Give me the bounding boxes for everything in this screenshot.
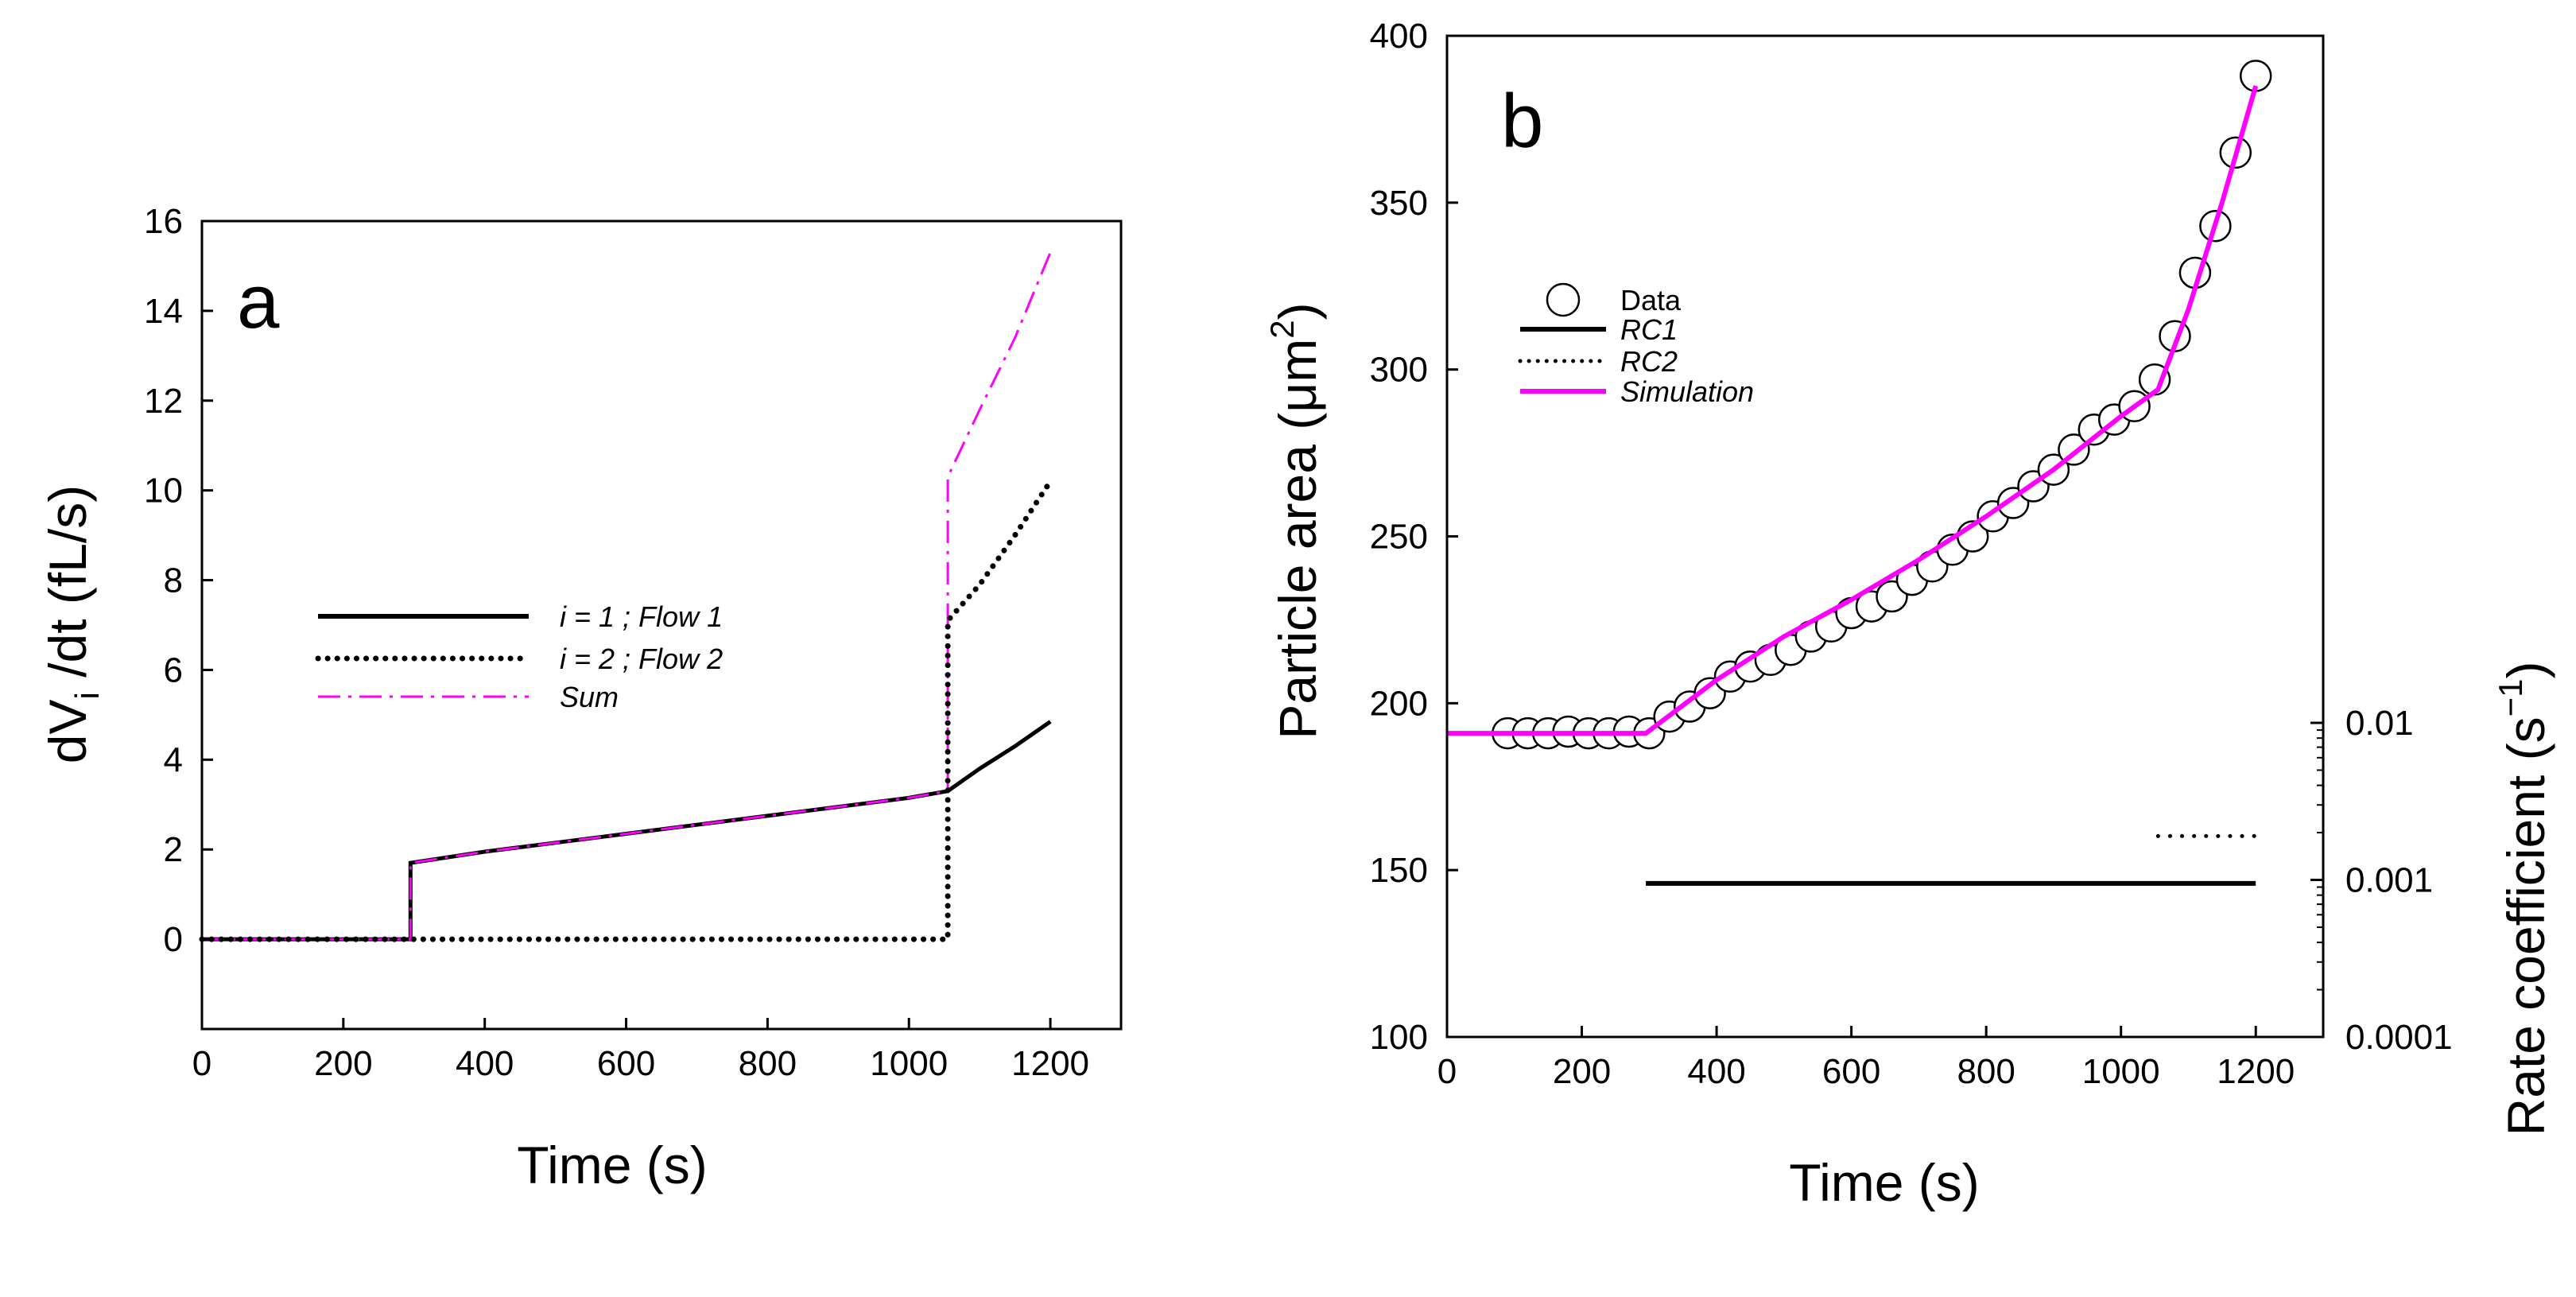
panel-a-y-label-base: dV — [38, 700, 97, 764]
x-tick-label: 200 — [1553, 1052, 1611, 1091]
y-tick-label: 16 — [144, 202, 183, 241]
y-tick-label: 150 — [1370, 851, 1428, 890]
y-tick-label: 400 — [1370, 17, 1428, 56]
y2-tick-label: 0.01 — [2345, 704, 2414, 743]
y-tick-label: 250 — [1370, 518, 1428, 557]
panel-a: 0 200 400 600 800 1000 1200 0 2 4 6 8 10 12 14 16 a Tim… — [38, 202, 1123, 1194]
panel-a-x-axis-label: Time (s) — [517, 1136, 708, 1194]
x-tick-label: 600 — [1822, 1052, 1880, 1091]
y-tick-label: 300 — [1370, 351, 1428, 390]
panel-a-letter: a — [237, 259, 280, 344]
x-tick-label: 1200 — [2217, 1052, 2295, 1091]
panel-b-y-label-unit: μm — [1268, 339, 1327, 413]
panel-b-y-label-rest: ) — [1268, 302, 1327, 320]
simulation-line — [1447, 85, 2259, 736]
legend-label-rc1: RC1 — [1620, 313, 1678, 346]
series-line — [199, 478, 1053, 942]
legend-label-data: Data — [1620, 284, 1682, 316]
y-tick-label: 0 — [164, 920, 183, 959]
series-line — [202, 251, 1052, 941]
x-tick-label: 400 — [1687, 1052, 1745, 1091]
y2-tick-label: 0.0001 — [2345, 1018, 2453, 1057]
panel-a-series — [199, 251, 1053, 942]
panel-b-series — [1646, 833, 2258, 886]
y-tick-label: 8 — [164, 561, 183, 600]
panel-a-y-label-sub: i — [68, 692, 106, 699]
legend-label-rc2: RC2 — [1620, 345, 1678, 378]
panel-b-y-axis-label: Particle area (μm2) — [1263, 302, 1327, 739]
y-tick-label: 100 — [1370, 1018, 1428, 1057]
y-tick-label: 4 — [164, 740, 183, 779]
panel-a-frame — [200, 219, 1123, 1031]
x-tick-label: 800 — [1957, 1052, 2015, 1091]
panel-a-legend: i = 1 ; Flow 1 i = 2 ; Flow 2 Sum — [315, 600, 723, 713]
x-tick-label: 1000 — [870, 1044, 948, 1083]
y-tick-label: 14 — [144, 292, 183, 331]
panel-b-y-label-base: Particle area ( — [1268, 413, 1327, 740]
x-tick-label: 1000 — [2082, 1052, 2160, 1091]
panel-b-y2-label-sup: −1 — [2492, 679, 2529, 717]
panel-b-frame — [1445, 34, 2325, 1039]
legend-label-sum: Sum — [560, 681, 619, 713]
legend-swatch-data — [1546, 282, 1581, 317]
y-tick-label: 350 — [1370, 184, 1428, 223]
panel-a-ticks: 0 200 400 600 800 1000 1200 0 2 4 6 8 10 12 14 16 — [144, 202, 1089, 1083]
x-tick-label: 0 — [192, 1044, 211, 1083]
y-tick-label: 12 — [144, 382, 183, 421]
panel-a-y-label-rest: /dt (fL/s) — [38, 485, 97, 692]
panel-b-y2-label-rest: ) — [2496, 662, 2555, 679]
legend-label-simulation: Simulation — [1620, 375, 1754, 408]
panel-b: 0 200 400 600 800 1000 1200 100 150 200 250 300 350 4… — [1263, 17, 2555, 1212]
y-tick-label: 2 — [164, 830, 183, 869]
panel-b-y2-axis-label: Rate coefficient (s−1) — [2492, 662, 2555, 1136]
panel-b-x-axis-label: Time (s) — [1789, 1153, 1980, 1212]
x-tick-label: 600 — [597, 1044, 655, 1083]
x-tick-label: 800 — [739, 1044, 797, 1083]
y-tick-label: 10 — [144, 472, 183, 511]
legend-label-flow2: i = 2 ; Flow 2 — [560, 643, 723, 675]
panel-b-legend: Data RC1 RC2 Simulation — [1518, 282, 1754, 408]
panel-b-y2-label-base: Rate coefficient (s — [2496, 716, 2555, 1136]
panel-a-y-axis-label: dVi /dt (fL/s) — [38, 485, 106, 763]
y-tick-label: 200 — [1370, 684, 1428, 723]
y2-tick-label: 0.001 — [2345, 861, 2433, 900]
x-tick-label: 400 — [456, 1044, 514, 1083]
series-line — [202, 720, 1052, 942]
x-tick-label: 1200 — [1011, 1044, 1089, 1083]
panel-b-ticks: 0 200 400 600 800 1000 1200 100 150 200 250 300 350 4… — [1370, 17, 2453, 1091]
panel-b-data-points — [1447, 60, 2272, 750]
panel-b-letter: b — [1501, 79, 1543, 164]
y-tick-label: 6 — [164, 650, 183, 689]
x-tick-label: 0 — [1437, 1052, 1457, 1091]
x-tick-label: 200 — [314, 1044, 372, 1083]
panel-b-y-label-sup: 2 — [1263, 320, 1301, 338]
legend-label-flow1: i = 1 ; Flow 1 — [560, 600, 723, 633]
